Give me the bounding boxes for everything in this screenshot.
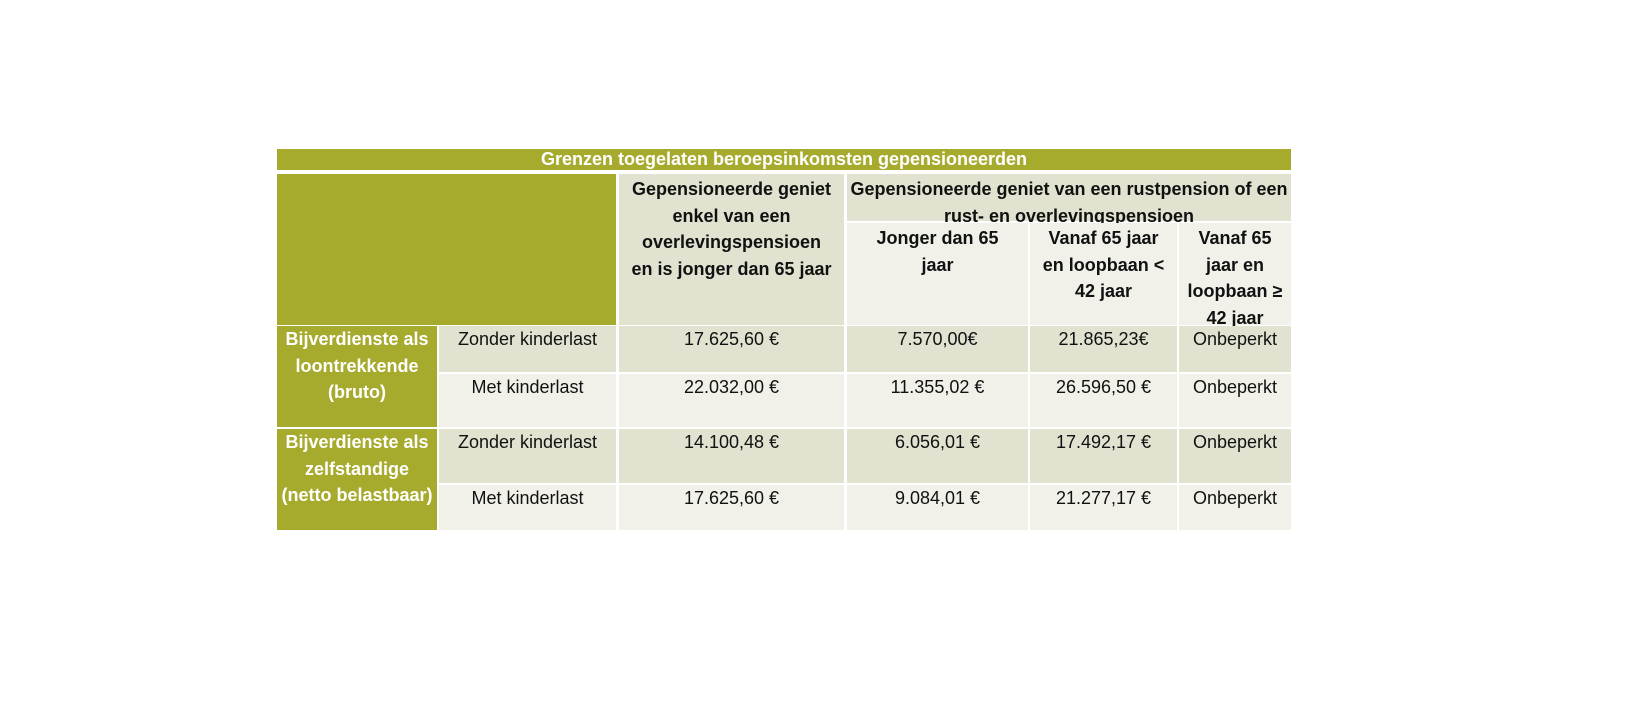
table-title: Grenzen toegelaten beroepsinkomsten gepe… bbox=[277, 149, 1291, 170]
table-cell: 26.596,50 € bbox=[1030, 374, 1177, 427]
cell-value: 21.865,23€ bbox=[1058, 329, 1149, 349]
subheader-65-career-lt-42-text: Vanaf 65 jaar en loopbaan < 42 jaar bbox=[1042, 228, 1165, 301]
header-corner bbox=[277, 174, 616, 325]
cell-value: 26.596,50 € bbox=[1055, 377, 1152, 397]
table-cell: 17.625,60 € bbox=[619, 326, 844, 372]
cell-value: 17.625,60 € bbox=[683, 329, 780, 349]
subheader-65-career-lt-42: Vanaf 65 jaar en loopbaan < 42 jaar bbox=[1030, 223, 1177, 325]
row-label-text: Zonder kinderlast bbox=[457, 432, 598, 452]
row-label-text: Zonder kinderlast bbox=[457, 329, 598, 349]
subheader-65-career-ge-42-text: Vanaf 65 jaar en loopbaan ≥ 42 jaar bbox=[1187, 228, 1283, 328]
table-cell: Onbeperkt bbox=[1179, 374, 1291, 427]
cell-value: 22.032,00 € bbox=[683, 377, 780, 397]
cell-value: Onbeperkt bbox=[1192, 377, 1278, 397]
cell-value: 14.100,48 € bbox=[683, 432, 780, 452]
row-label: Zonder kinderlast bbox=[439, 429, 616, 483]
cell-value: 6.056,01 € bbox=[894, 432, 981, 452]
table-cell: Onbeperkt bbox=[1179, 485, 1291, 530]
table-title-text: Grenzen toegelaten beroepsinkomsten gepe… bbox=[540, 149, 1028, 169]
cell-value: 17.625,60 € bbox=[683, 488, 780, 508]
cell-value: Onbeperkt bbox=[1192, 488, 1278, 508]
cell-value: 7.570,00€ bbox=[897, 329, 978, 349]
table-cell: 17.625,60 € bbox=[619, 485, 844, 530]
header-survivor-only-text: Gepensioneerde geniet enkel van een over… bbox=[631, 179, 832, 279]
group-label-employee-text: Bijverdienste als loontrekkende (bruto) bbox=[285, 329, 429, 402]
subheader-65-career-ge-42: Vanaf 65 jaar en loopbaan ≥ 42 jaar bbox=[1179, 223, 1291, 328]
cell-value: 21.277,17 € bbox=[1055, 488, 1152, 508]
table-cell: Onbeperkt bbox=[1179, 429, 1291, 483]
cell-value: Onbeperkt bbox=[1192, 329, 1278, 349]
row-label: Met kinderlast bbox=[439, 485, 616, 530]
header-retirement-group: Gepensioneerde geniet van een rustpensio… bbox=[847, 174, 1291, 226]
table-cell: 14.100,48 € bbox=[619, 429, 844, 483]
table-cell: 17.492,17 € bbox=[1030, 429, 1177, 483]
row-label: Met kinderlast bbox=[439, 374, 616, 427]
row-label-text: Met kinderlast bbox=[471, 377, 584, 397]
cell-value: 9.084,01 € bbox=[894, 488, 981, 508]
table-cell: Onbeperkt bbox=[1179, 326, 1291, 372]
table-cell: 21.277,17 € bbox=[1030, 485, 1177, 530]
table-cell: 7.570,00€ bbox=[847, 326, 1028, 372]
cell-value: Onbeperkt bbox=[1192, 432, 1278, 452]
group-label-employee: Bijverdienste als loontrekkende (bruto) bbox=[277, 326, 437, 427]
group-label-self-employed: Bijverdienste als zelfstandige (netto be… bbox=[277, 429, 437, 530]
table-cell: 9.084,01 € bbox=[847, 485, 1028, 530]
subheader-under-65-text: Jonger dan 65 jaar bbox=[876, 228, 999, 275]
row-label: Zonder kinderlast bbox=[439, 326, 616, 372]
header-retirement-group-text: Gepensioneerde geniet van een rustpensio… bbox=[850, 179, 1288, 226]
table-cell: 22.032,00 € bbox=[619, 374, 844, 427]
header-survivor-only: Gepensioneerde geniet enkel van een over… bbox=[619, 174, 844, 325]
row-label-text: Met kinderlast bbox=[471, 488, 584, 508]
group-label-self-employed-text: Bijverdienste als zelfstandige (netto be… bbox=[281, 432, 433, 505]
cell-value: 17.492,17 € bbox=[1055, 432, 1152, 452]
table-cell: 21.865,23€ bbox=[1030, 326, 1177, 372]
cell-value: 11.355,02 € bbox=[890, 377, 985, 397]
table-cell: 6.056,01 € bbox=[847, 429, 1028, 483]
subheader-under-65: Jonger dan 65 jaar bbox=[847, 223, 1028, 325]
table-cell: 11.355,02 € bbox=[847, 374, 1028, 427]
